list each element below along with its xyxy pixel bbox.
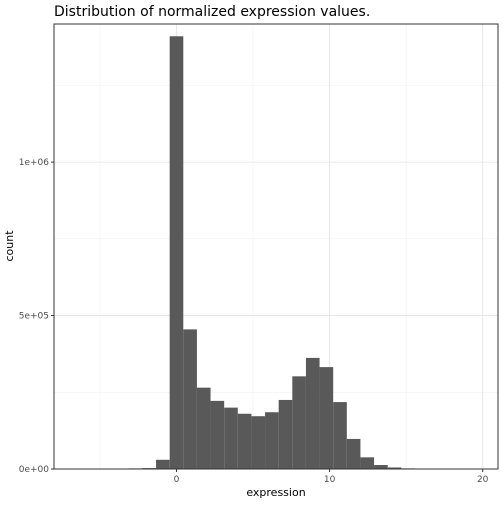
x-tick-label: 20 bbox=[477, 475, 489, 485]
histogram-bar bbox=[224, 407, 238, 469]
chart-title: Distribution of normalized expression va… bbox=[54, 4, 370, 20]
y-tick-label: 0e+00 bbox=[19, 465, 50, 475]
histogram-bar bbox=[346, 438, 361, 469]
x-axis-label: expression bbox=[246, 486, 305, 499]
plot-panel-border bbox=[53, 23, 499, 470]
plot-area: 0 10 20 0e+00 5e+05 1e+06 bbox=[19, 23, 499, 485]
histogram-bar bbox=[333, 402, 347, 469]
histogram-bar bbox=[183, 329, 197, 469]
histogram-bar bbox=[237, 413, 252, 469]
histogram-bar bbox=[210, 400, 225, 469]
histogram-bar bbox=[265, 412, 279, 469]
histogram-bar bbox=[387, 467, 402, 469]
histogram-bar bbox=[196, 387, 211, 469]
histogram-bar bbox=[156, 459, 170, 469]
y-axis-label: count bbox=[3, 230, 16, 262]
histogram-bar bbox=[251, 416, 266, 469]
histogram-bar bbox=[169, 36, 184, 469]
histogram-bar bbox=[292, 376, 306, 469]
x-tick-label: 0 bbox=[174, 475, 180, 485]
histogram-bar bbox=[374, 465, 388, 469]
histogram-bar bbox=[278, 399, 293, 469]
y-tick-label: 5e+05 bbox=[19, 312, 49, 322]
histogram-bar bbox=[305, 357, 320, 469]
histogram-bar bbox=[319, 367, 334, 469]
y-tick-label: 1e+06 bbox=[19, 158, 50, 168]
x-tick-label: 10 bbox=[324, 475, 336, 485]
plot-panel bbox=[54, 24, 498, 469]
histogram-bar bbox=[360, 457, 375, 469]
